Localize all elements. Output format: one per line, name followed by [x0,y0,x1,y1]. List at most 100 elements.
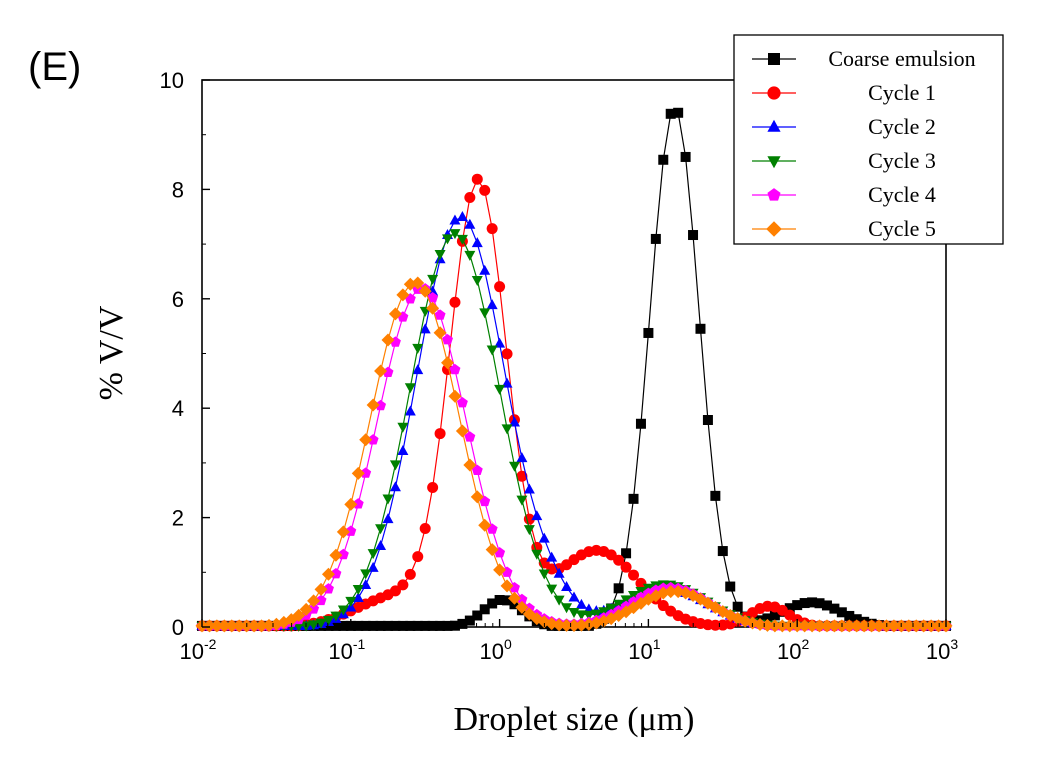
data-point [887,619,901,633]
data-point [621,548,632,559]
data-point [717,546,728,557]
data-point [658,154,669,165]
y-tick-label: 10 [160,68,184,93]
data-point [628,493,639,504]
data-point [561,581,573,592]
data-point [857,619,871,633]
data-point [515,600,529,614]
data-point [419,323,431,334]
data-point [397,445,409,456]
data-point [494,281,506,293]
data-point [322,615,334,626]
legend-label: Cycle 4 [868,182,936,207]
series-layer [195,107,953,633]
data-point [232,619,246,633]
data-point [516,452,528,463]
data-point [613,583,624,594]
data-point [710,490,721,501]
legend-item: Cycle 1 [752,80,936,105]
data-point [827,619,841,633]
data-point [531,510,543,521]
data-point [494,337,506,348]
data-point [805,619,819,633]
data-point [404,383,416,394]
series-cycle-5 [195,276,953,633]
data-point [448,389,462,403]
data-point [628,591,640,602]
data-point [635,418,646,429]
data-point [494,384,506,395]
data-point [389,585,401,597]
data-point [479,264,491,275]
legend-marker [767,86,781,100]
data-point [546,584,558,595]
x-tick-label: 100 [479,636,511,664]
x-tick-label: 103 [926,636,958,664]
data-point [375,539,387,550]
data-point [315,618,327,629]
data-point [456,234,468,245]
y-tick-label: 2 [172,506,184,531]
y-tick-label: 8 [172,177,184,202]
data-point [760,618,774,632]
data-point [523,483,535,494]
data-point [329,548,343,562]
data-point [433,326,447,340]
x-tick-exponent: -2 [204,636,217,652]
legend-marker [767,119,781,132]
data-point [337,605,349,616]
data-point [464,431,476,442]
data-point [872,619,886,633]
y-tick-label: 6 [172,287,184,312]
data-point [590,609,602,620]
data-point [507,591,521,605]
data-point [321,567,335,581]
data-point [449,296,461,308]
data-point [865,619,879,633]
x-tick-label: 10-1 [328,636,365,664]
data-point [255,619,269,633]
data-point [561,603,573,614]
data-point [702,415,713,426]
data-point [552,618,566,632]
data-point [382,494,394,505]
data-point [688,230,699,241]
data-point [464,191,476,203]
data-point [560,618,574,632]
data-point [471,237,483,248]
data-point [798,619,812,633]
data-point [442,364,454,376]
data-point [478,518,492,532]
data-point [382,513,394,524]
data-point [508,461,520,472]
legend-marker [767,188,781,201]
data-point [501,348,513,360]
data-point [464,250,476,261]
legend-label: Cycle 2 [868,114,936,139]
data-point [695,323,706,334]
data-point [516,495,528,506]
data-point [299,602,313,616]
data-point [932,619,946,633]
legend-item: Coarse emulsion [752,46,976,71]
data-point [575,598,587,609]
data-point [412,343,424,354]
data-point [635,577,647,589]
data-point [470,490,484,504]
data-point [485,543,499,557]
data-point [486,345,498,356]
data-point [367,549,379,560]
data-point [389,460,401,471]
data-point [397,422,409,433]
data-point [531,549,543,560]
data-point [449,363,461,375]
x-tick-exponent: 3 [950,636,958,652]
data-point [442,234,454,245]
data-point [620,561,632,573]
data-point [427,274,439,285]
x-axis-title: Droplet size (μm) [453,701,694,738]
data-point [308,620,320,631]
data-point [442,333,453,345]
data-point [574,618,588,632]
